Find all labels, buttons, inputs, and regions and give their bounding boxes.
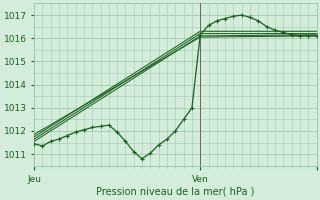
- X-axis label: Pression niveau de la mer( hPa ): Pression niveau de la mer( hPa ): [96, 187, 254, 197]
